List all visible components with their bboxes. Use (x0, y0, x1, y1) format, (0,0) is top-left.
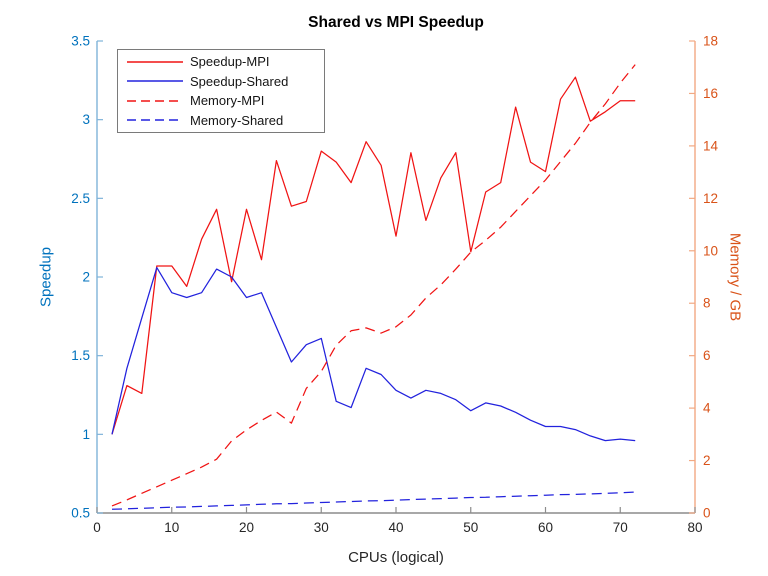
series-memory-mpi (111, 64, 636, 507)
y-left-tick-label: 1.5 (71, 348, 90, 363)
legend-line-sample (127, 119, 183, 121)
legend-item-memory-shared: Memory-Shared (118, 111, 324, 130)
legend-line-sample (127, 80, 183, 82)
x-tick-label: 20 (239, 520, 254, 535)
y-left-tick-label: 1 (82, 427, 90, 442)
y-right-tick-label: 10 (703, 243, 718, 258)
x-tick-label: 50 (463, 520, 478, 535)
legend-label: Speedup-Shared (190, 73, 289, 89)
x-tick-label: 10 (164, 520, 179, 535)
legend-label: Speedup-MPI (190, 54, 270, 70)
y-left-tick-label: 3 (82, 112, 90, 127)
y-right-tick-label: 0 (703, 506, 711, 521)
y-left-tick-label: 3.5 (71, 34, 90, 49)
y-right-tick-label: 14 (703, 138, 719, 153)
y-left-tick-label: 2.5 (71, 191, 90, 206)
legend-label: Memory-MPI (190, 93, 265, 109)
legend-box: Speedup-MPI Speedup-Shared Memory-MPI Me… (117, 49, 325, 133)
y-left-tick-label: 0.5 (71, 506, 90, 521)
legend-item-memory-mpi: Memory-MPI (118, 91, 324, 110)
legend-line-sample (127, 61, 183, 63)
y-right-tick-label: 2 (703, 453, 711, 468)
y-axis-left-label: Speedup (37, 246, 55, 308)
x-tick-label: 40 (388, 520, 403, 535)
legend-item-speedup-shared: Speedup-Shared (118, 72, 324, 91)
y-right-tick-label: 6 (703, 348, 711, 363)
y-right-tick-label: 4 (703, 401, 711, 416)
y-right-tick-label: 16 (703, 86, 718, 101)
x-tick-label: 0 (93, 520, 101, 535)
x-tick-label: 60 (538, 520, 553, 535)
x-tick-label: 30 (314, 520, 329, 535)
x-tick-label: 80 (687, 520, 702, 535)
legend-item-speedup-mpi: Speedup-MPI (118, 52, 324, 71)
legend-label: Memory-Shared (190, 112, 284, 128)
y-right-tick-label: 18 (703, 34, 718, 49)
series-memory-shared (111, 491, 636, 510)
y-axis-right-label: Memory / GB (726, 232, 744, 322)
series-speedup-mpi (111, 76, 636, 435)
series-speedup-shared (111, 266, 636, 442)
x-tick-label: 70 (613, 520, 628, 535)
y-right-tick-label: 12 (703, 191, 718, 206)
x-axis-label: CPUs (logical) (348, 549, 444, 566)
legend-line-sample (127, 100, 183, 102)
y-right-tick-label: 8 (703, 296, 711, 311)
y-left-tick-label: 2 (82, 270, 90, 285)
chart-title: Shared vs MPI Speedup (308, 14, 484, 31)
